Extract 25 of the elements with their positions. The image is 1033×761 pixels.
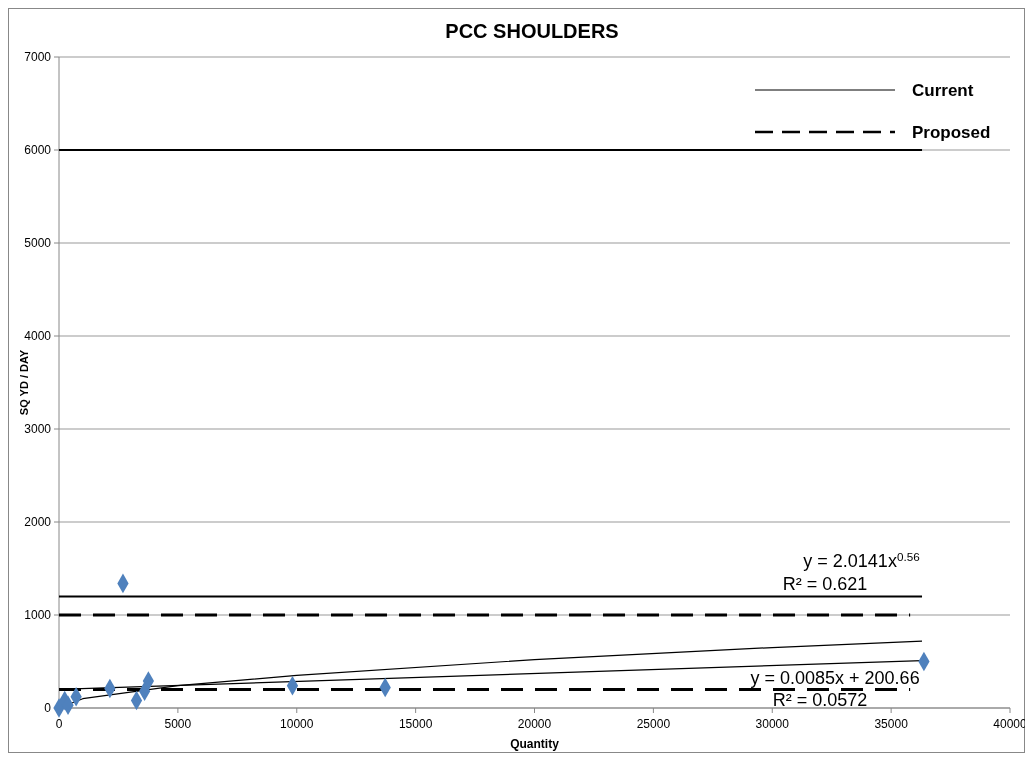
annotation: R² = 0.0572: [772, 690, 868, 711]
text: Proposed: [912, 122, 991, 142]
x-axis-title: Quantity: [510, 737, 560, 751]
text: Current: [912, 80, 974, 100]
y-axis-title: SQ YD / DAY: [18, 349, 30, 416]
y-tick-label: 0: [44, 701, 52, 716]
x-tick-label: 25000: [636, 717, 671, 731]
x-tick-label: 15000: [398, 717, 433, 731]
x-tick-label: 30000: [755, 717, 790, 731]
annotation: R² = 0.621: [782, 573, 868, 594]
y-tick-label: 5000: [24, 236, 52, 251]
y-tick-label: 6000: [24, 143, 52, 158]
x-tick-label: 35000: [874, 717, 909, 731]
y-tick-label: 2000: [24, 515, 52, 530]
y-tick-label: 1000: [24, 608, 52, 623]
x-tick-label: 20000: [517, 717, 552, 731]
y-tick-label: 7000: [24, 50, 52, 65]
x-tick-label: 10000: [280, 717, 314, 731]
annotation: y = 2.0141x$^{0.56}$: [803, 549, 920, 571]
annotation: y = 0.0085x + 200.66: [750, 667, 920, 688]
x-tick-label: 5000: [164, 717, 192, 731]
y-tick-label: 4000: [24, 329, 52, 344]
y-tick-label: 3000: [24, 422, 52, 437]
x-tick-label: 0: [55, 717, 63, 731]
chart-title: PCC SHOULDERS: [445, 20, 619, 42]
